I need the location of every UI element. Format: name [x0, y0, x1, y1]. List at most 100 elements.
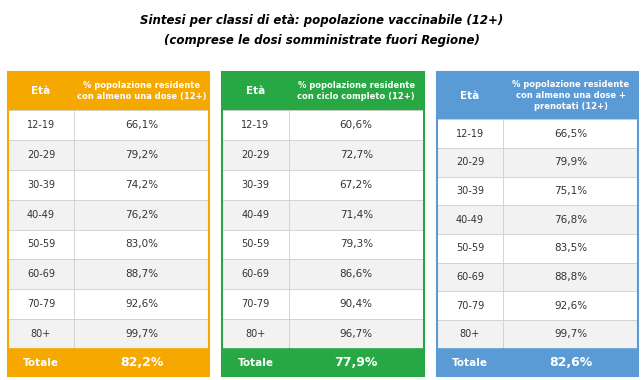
Bar [222, 110, 289, 140]
Text: 71,4%: 71,4% [339, 210, 373, 220]
Text: 79,3%: 79,3% [339, 239, 373, 249]
Bar [8, 170, 74, 200]
Text: 80+: 80+ [460, 329, 480, 339]
Bar [8, 110, 74, 140]
Bar [437, 72, 503, 119]
Bar [8, 72, 74, 110]
Text: 82,2%: 82,2% [120, 356, 164, 369]
Text: 60-69: 60-69 [27, 269, 55, 279]
Bar [289, 259, 424, 289]
Text: 79,9%: 79,9% [554, 157, 587, 167]
Text: 60,6%: 60,6% [340, 120, 373, 130]
Text: 80+: 80+ [245, 329, 265, 339]
Bar [437, 205, 503, 234]
Bar [74, 110, 209, 140]
Text: 50-59: 50-59 [27, 239, 55, 249]
Bar [222, 289, 289, 319]
Bar [222, 72, 289, 110]
Bar [74, 289, 209, 319]
Bar [503, 320, 638, 349]
Text: 12-19: 12-19 [456, 129, 484, 139]
Text: Sintesi per classi di età: popolazione vaccinabile (12+)
(comprese le dosi sommi: Sintesi per classi di età: popolazione v… [140, 14, 504, 47]
Bar [289, 319, 424, 349]
Bar [289, 110, 424, 140]
Bar [503, 291, 638, 320]
Text: 76,8%: 76,8% [554, 215, 587, 225]
Text: 67,2%: 67,2% [339, 180, 373, 190]
Text: 30-39: 30-39 [242, 180, 269, 190]
Bar [437, 148, 503, 177]
Text: 75,1%: 75,1% [554, 186, 587, 196]
Text: Età: Età [32, 86, 51, 96]
Text: 83,0%: 83,0% [126, 239, 158, 249]
Text: Totale: Totale [452, 358, 488, 367]
Text: 76,2%: 76,2% [125, 210, 158, 220]
Bar [222, 140, 289, 170]
Bar [289, 349, 424, 376]
Bar [289, 72, 424, 110]
Bar [74, 140, 209, 170]
Bar [222, 319, 289, 349]
Text: 88,7%: 88,7% [125, 269, 158, 279]
Text: 66,5%: 66,5% [554, 129, 587, 139]
Bar [289, 140, 424, 170]
Bar [8, 259, 74, 289]
Bar [74, 72, 209, 110]
Bar [437, 291, 503, 320]
Text: 12-19: 12-19 [27, 120, 55, 130]
Text: 80+: 80+ [31, 329, 51, 339]
Bar [503, 72, 638, 119]
Bar [74, 170, 209, 200]
Text: 66,1%: 66,1% [125, 120, 158, 130]
Text: 70-79: 70-79 [242, 299, 270, 309]
Bar [74, 349, 209, 376]
Bar [8, 289, 74, 319]
Text: 20-29: 20-29 [242, 150, 270, 160]
Bar [222, 170, 289, 200]
Text: 50-59: 50-59 [456, 244, 484, 253]
Text: Totale: Totale [238, 358, 274, 367]
Bar [503, 205, 638, 234]
Text: 92,6%: 92,6% [125, 299, 158, 309]
Bar [437, 234, 503, 263]
Text: 12-19: 12-19 [242, 120, 269, 130]
Bar [289, 230, 424, 260]
Bar [74, 230, 209, 260]
Bar [74, 319, 209, 349]
Bar [437, 320, 503, 349]
Bar [289, 289, 424, 319]
Text: 74,2%: 74,2% [125, 180, 158, 190]
Text: 30-39: 30-39 [456, 186, 484, 196]
Bar [503, 263, 638, 291]
Text: 99,7%: 99,7% [125, 329, 158, 339]
Text: 77,9%: 77,9% [334, 356, 378, 369]
Bar [437, 263, 503, 291]
Bar [503, 177, 638, 205]
Text: 86,6%: 86,6% [339, 269, 373, 279]
Text: 83,5%: 83,5% [554, 244, 587, 253]
Text: 20-29: 20-29 [27, 150, 55, 160]
Bar [8, 230, 74, 260]
Text: 82,6%: 82,6% [549, 356, 592, 369]
Text: 40-49: 40-49 [456, 215, 484, 225]
Text: 20-29: 20-29 [456, 157, 484, 167]
Text: 72,7%: 72,7% [339, 150, 373, 160]
Text: 70-79: 70-79 [27, 299, 55, 309]
Bar [437, 177, 503, 205]
Bar [74, 259, 209, 289]
Bar [8, 319, 74, 349]
Text: 40-49: 40-49 [27, 210, 55, 220]
Text: Età: Età [246, 86, 265, 96]
Bar [503, 234, 638, 263]
Bar [222, 259, 289, 289]
Text: 92,6%: 92,6% [554, 301, 587, 311]
Bar [437, 119, 503, 148]
Text: 90,4%: 90,4% [340, 299, 373, 309]
Text: 88,8%: 88,8% [554, 272, 587, 282]
Text: 70-79: 70-79 [456, 301, 484, 311]
Bar [503, 148, 638, 177]
Text: % popolazione residente
con ciclo completo (12+): % popolazione residente con ciclo comple… [298, 81, 415, 101]
Bar [222, 230, 289, 260]
Text: 30-39: 30-39 [27, 180, 55, 190]
Bar [289, 200, 424, 230]
